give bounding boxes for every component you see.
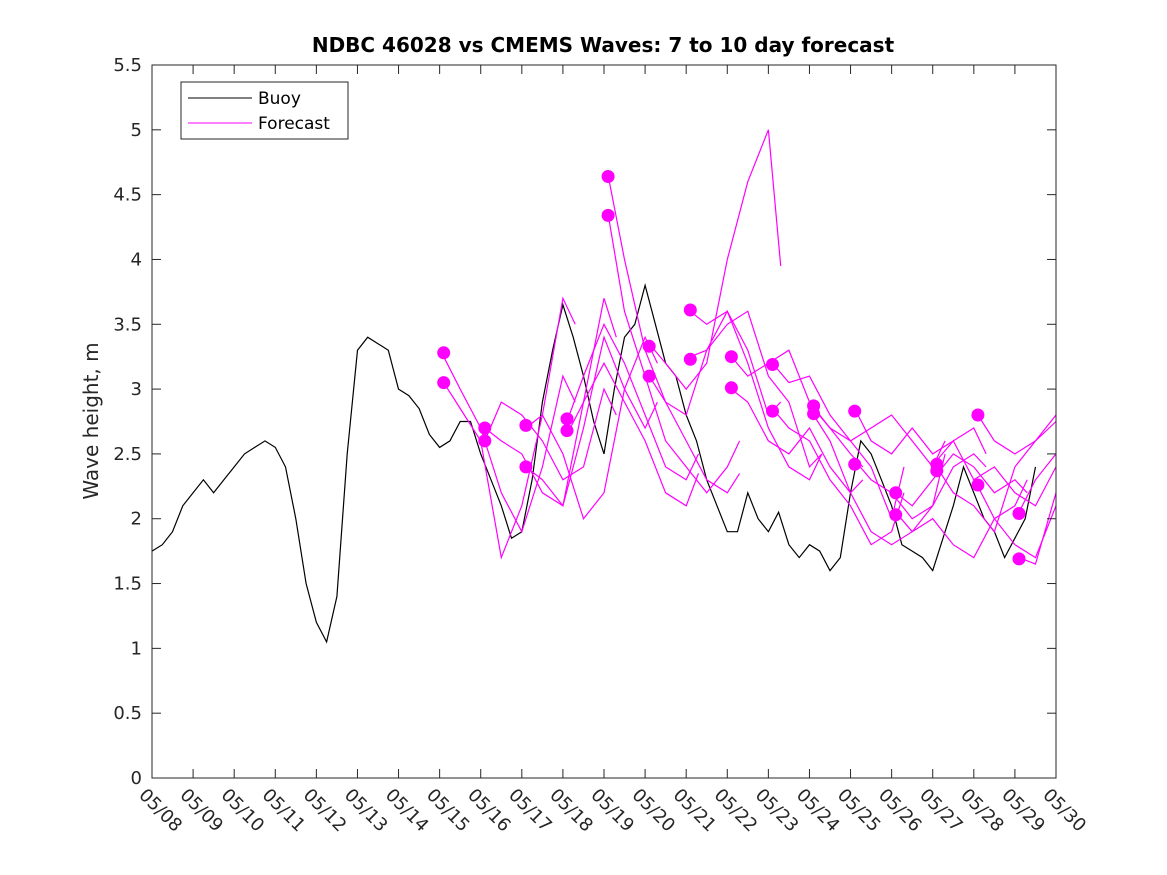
y-tick-label: 1 — [131, 638, 142, 659]
y-tick-label: 3 — [131, 379, 142, 400]
forecast-start-marker — [889, 508, 903, 522]
forecast-start-marker — [848, 457, 862, 471]
forecast-start-marker — [642, 339, 656, 353]
forecast-line — [772, 408, 905, 546]
y-tick-label: 5 — [131, 120, 142, 141]
forecast-line — [607, 175, 741, 494]
forecast-line — [731, 388, 864, 494]
y-tick-label: 3.5 — [113, 314, 142, 335]
legend-label-buoy: Buoy — [258, 89, 301, 109]
chart-title: NDBC 46028 vs CMEMS Waves: 7 to 10 day f… — [312, 33, 895, 57]
forecast-start-marker — [478, 421, 492, 435]
forecast-start-marker — [766, 358, 779, 371]
forecast-line — [443, 296, 576, 560]
forecast-line — [484, 387, 617, 481]
buoy-series-line — [151, 283, 1037, 644]
forecast-line — [690, 310, 823, 469]
forecast-start-marker — [971, 478, 985, 492]
forecast-line — [689, 310, 823, 481]
legend-box — [180, 81, 349, 140]
forecast-line — [443, 356, 576, 534]
forecast-line — [854, 408, 987, 455]
forecast-line — [730, 349, 864, 468]
forecast-start-marker — [478, 434, 492, 448]
forecast-start-marker — [807, 407, 821, 421]
y-tick-label: 4.5 — [113, 185, 142, 206]
forecast-start-marker — [437, 376, 451, 390]
forecast-line — [1018, 453, 1057, 513]
forecast-start-marker — [971, 408, 985, 422]
forecast-start-marker — [601, 170, 615, 183]
forecast-start-marker — [930, 464, 944, 478]
y-tick-label: 0.5 — [113, 703, 142, 724]
forecast-line — [772, 362, 905, 521]
forecast-start-marker — [848, 404, 862, 418]
plot-area — [151, 129, 1057, 644]
forecast-start-marker — [1012, 507, 1026, 520]
forecast-start-marker — [519, 418, 533, 432]
legend-label-forecast: Forecast — [258, 114, 330, 134]
forecast-start-marker — [724, 350, 738, 364]
forecast-start-marker — [724, 381, 738, 395]
forecast-line — [813, 414, 946, 546]
forecast-start-marker — [683, 303, 697, 317]
forecast-line — [813, 408, 946, 469]
forecast-line — [936, 439, 1057, 507]
forecast-start-marker — [560, 424, 574, 438]
forecast-start-marker — [601, 208, 615, 222]
forecast-line — [484, 298, 617, 507]
forecast-start-marker — [889, 486, 903, 500]
forecast-start-marker — [437, 346, 451, 360]
y-tick-label: 5.5 — [113, 55, 142, 76]
forecast-start-marker — [683, 352, 697, 366]
forecast-start-marker — [519, 460, 533, 474]
forecast-line — [895, 479, 1028, 559]
forecast-start-marker — [560, 412, 574, 426]
y-tick-label: 2 — [131, 509, 142, 530]
forecast-start-marker — [642, 369, 656, 383]
y-tick-label: 0 — [131, 768, 142, 789]
forecast-line — [566, 322, 700, 481]
legend: Buoy Forecast — [180, 81, 349, 140]
y-axis-label: Wave height, m — [79, 342, 103, 499]
forecast-line — [525, 335, 658, 520]
forecast-line — [648, 129, 782, 391]
y-tick-label: 1.5 — [113, 574, 142, 595]
forecast-line — [566, 361, 700, 507]
y-tick-label: 2.5 — [113, 444, 142, 465]
forecast-start-marker — [766, 404, 779, 418]
forecast-line — [854, 453, 987, 520]
forecast-line — [977, 414, 1057, 455]
y-tick-label: 4 — [131, 249, 142, 270]
forecast-line — [648, 310, 782, 417]
forecast-start-marker — [1012, 552, 1026, 566]
forecast-line — [607, 214, 741, 494]
